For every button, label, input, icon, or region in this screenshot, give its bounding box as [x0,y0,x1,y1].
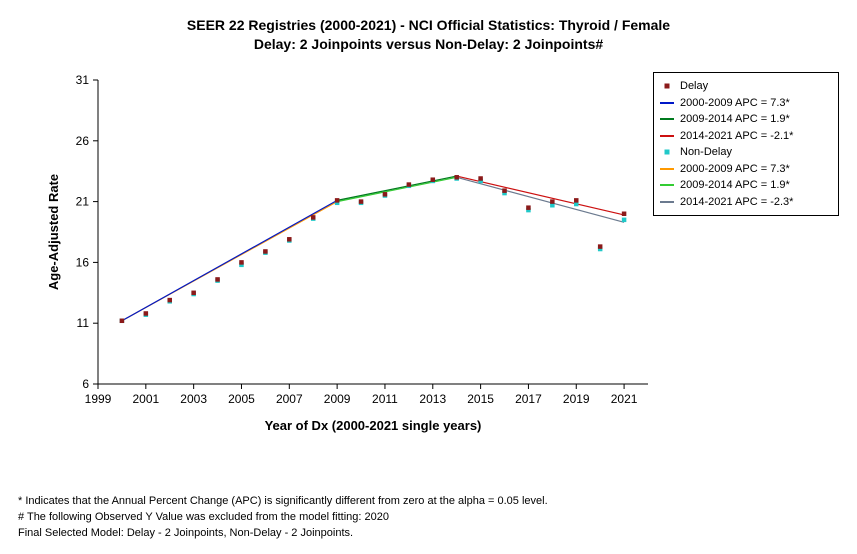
svg-text:6: 6 [82,377,89,391]
legend-item: 2009-2014 APC = 1.9* [660,111,832,128]
chart-area: 6 11 16 21 26 31 1999 2001 2003 2005 2007 2009 2011 2… [40,70,660,450]
svg-text:16: 16 [76,255,90,269]
svg-text:21: 21 [76,195,90,209]
title-line-1: SEER 22 Registries (2000-2021) - NCI Off… [187,17,670,33]
legend-label: 2014-2021 APC = -2.3* [680,194,793,211]
legend-item: 2014-2021 APC = -2.3* [660,194,832,211]
svg-text:2015: 2015 [467,392,494,406]
legend-item: 2009-2014 APC = 1.9* [660,177,832,194]
legend-item: 2000-2009 APC = 7.3* [660,161,832,178]
legend-label: 2000-2009 APC = 7.3* [680,95,790,112]
legend: Delay2000-2009 APC = 7.3*2009-2014 APC =… [653,72,839,216]
svg-text:2007: 2007 [276,392,303,406]
footnotes: * Indicates that the Annual Percent Chan… [18,494,548,542]
svg-text:31: 31 [76,73,90,87]
svg-text:Year of Dx (2000-2021 single y: Year of Dx (2000-2021 single years) [265,418,482,433]
svg-text:2017: 2017 [515,392,542,406]
page: SEER 22 Registries (2000-2021) - NCI Off… [0,0,857,554]
footnote-3: Final Selected Model: Delay - 2 Joinpoin… [18,526,548,542]
legend-label: Non-Delay [680,144,732,161]
title-line-2: Delay: 2 Joinpoints versus Non-Delay: 2 … [254,36,603,52]
legend-line-icon [660,130,674,142]
svg-text:2001: 2001 [132,392,159,406]
chart-title: SEER 22 Registries (2000-2021) - NCI Off… [0,16,857,54]
svg-text:2005: 2005 [228,392,255,406]
svg-text:2009: 2009 [324,392,351,406]
svg-text:1999: 1999 [85,392,112,406]
legend-item: Delay [660,78,832,95]
legend-marker-icon [660,80,674,92]
legend-line-icon [660,196,674,208]
svg-text:26: 26 [76,134,90,148]
legend-line-icon [660,97,674,109]
legend-marker-icon [660,146,674,158]
footnote-2: # The following Observed Y Value was exc… [18,510,548,526]
legend-label: 2009-2014 APC = 1.9* [680,177,790,194]
svg-text:2019: 2019 [563,392,590,406]
legend-label: 2000-2009 APC = 7.3* [680,161,790,178]
legend-line-icon [660,163,674,175]
legend-label: Delay [680,78,708,95]
legend-item: 2014-2021 APC = -2.1* [660,128,832,145]
legend-item: Non-Delay [660,144,832,161]
chart-svg: 6 11 16 21 26 31 1999 2001 2003 2005 2007 2009 2011 2… [40,70,660,450]
legend-line-icon [660,113,674,125]
svg-text:11: 11 [77,316,90,330]
svg-text:2013: 2013 [419,392,446,406]
svg-text:2011: 2011 [372,392,398,406]
svg-text:2021: 2021 [611,392,638,406]
legend-item: 2000-2009 APC = 7.3* [660,95,832,112]
svg-text:Age-Adjusted Rate: Age-Adjusted Rate [46,174,61,290]
legend-label: 2009-2014 APC = 1.9* [680,111,790,128]
legend-line-icon [660,179,674,191]
footnote-1: * Indicates that the Annual Percent Chan… [18,494,548,510]
svg-text:2003: 2003 [180,392,207,406]
legend-label: 2014-2021 APC = -2.1* [680,128,793,145]
